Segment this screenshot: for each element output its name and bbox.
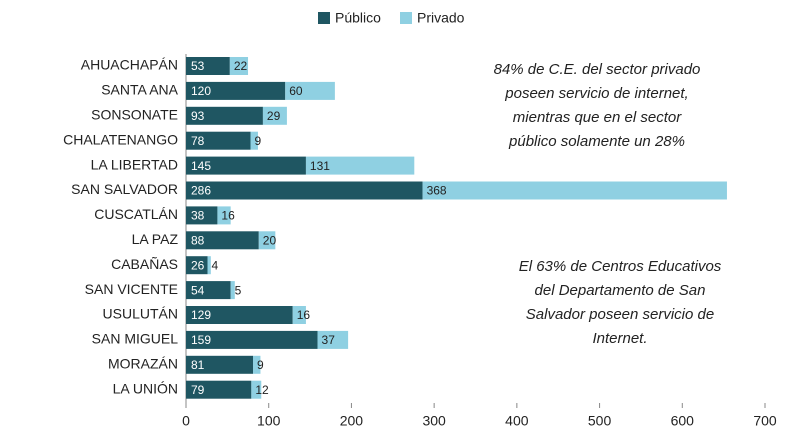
data-label: 29 (267, 109, 281, 123)
data-label: 26 (191, 258, 205, 272)
bar-segment (186, 106, 263, 125)
annotation: Internet. (592, 330, 647, 347)
bar-segment (422, 181, 727, 200)
data-label: 9 (255, 134, 262, 148)
bar-segment (252, 355, 261, 374)
bar-segment (186, 380, 252, 399)
data-label: 12 (255, 383, 269, 397)
x-tick-label: 700 (753, 413, 777, 429)
bar-segment (251, 380, 262, 399)
data-label: 286 (191, 184, 211, 198)
legend-swatch (318, 12, 330, 24)
y-tick-label: CUSCATLÁN (94, 206, 178, 222)
data-label: 120 (191, 84, 211, 98)
data-label: 93 (191, 109, 205, 123)
bar-segment (186, 306, 293, 324)
data-label: 5 (235, 283, 242, 297)
annotation: del Departamento de San (535, 282, 706, 299)
data-label: 79 (191, 383, 205, 397)
y-tick-label: CABAÑAS (111, 256, 178, 272)
bar-segment (285, 81, 335, 100)
data-label: 60 (289, 84, 303, 98)
y-tick-label: CHALATENANGO (63, 131, 178, 147)
bar-segment (229, 57, 249, 75)
x-tick-label: 100 (257, 413, 281, 429)
data-label: 368 (427, 184, 447, 198)
data-label: 4 (212, 258, 219, 272)
bar-segment (186, 206, 218, 225)
bar-segment (230, 281, 235, 300)
data-label: 159 (191, 333, 211, 347)
bar-segment (186, 57, 230, 75)
bar-segment (186, 330, 318, 349)
legend-swatch (400, 12, 412, 24)
data-label: 9 (257, 358, 264, 372)
bar-segment (250, 131, 258, 150)
bar-segment (217, 206, 231, 225)
bar-segment (292, 306, 306, 324)
data-label: 16 (297, 308, 311, 322)
data-label: 16 (221, 209, 235, 223)
y-tick-label: LA PAZ (132, 231, 179, 247)
x-tick-label: 0 (182, 413, 190, 429)
annotation: poseen servicio de internet, (504, 85, 688, 102)
data-label: 88 (191, 233, 205, 247)
bar-segment (186, 355, 253, 374)
data-label: 38 (191, 209, 205, 223)
bar-segment (186, 256, 208, 275)
y-tick-label: SAN VICENTE (85, 281, 178, 297)
y-tick-label: SAN MIGUEL (92, 331, 179, 347)
bar-segment (186, 181, 423, 200)
y-tick-label: SAN SALVADOR (71, 181, 178, 197)
bar-segment (258, 231, 276, 250)
data-label: 129 (191, 308, 211, 322)
data-label: 145 (191, 159, 211, 173)
data-label: 54 (191, 283, 205, 297)
data-label: 20 (263, 233, 277, 247)
annotation: El 63% de Centros Educativos (519, 258, 722, 275)
x-tick-label: 600 (671, 413, 695, 429)
x-tick-label: 200 (340, 413, 364, 429)
annotation: mientras que en el sector (513, 109, 682, 126)
y-tick-label: SANTA ANA (101, 82, 178, 98)
y-tick-label: MORAZÁN (108, 356, 178, 372)
data-label: 78 (191, 134, 205, 148)
x-tick-label: 300 (422, 413, 446, 429)
bar-segment (317, 330, 349, 349)
bar-segment (186, 81, 286, 100)
bar-segment (186, 231, 259, 250)
annotation: 84% de C.E. del sector privado (494, 61, 701, 78)
x-tick-label: 400 (505, 413, 529, 429)
annotation: público solamente un 28% (508, 133, 685, 150)
data-label: 37 (322, 333, 336, 347)
bar-segment (186, 281, 231, 300)
bar-segment (186, 131, 251, 150)
data-label: 81 (191, 358, 205, 372)
legend-label: Privado (417, 10, 465, 26)
data-label: 53 (191, 59, 205, 73)
data-label: 131 (310, 159, 330, 173)
annotation: Salvador poseen servicio de (526, 306, 714, 323)
y-tick-label: SONSONATE (91, 107, 178, 123)
bar-segment (262, 106, 287, 125)
bar-segment (207, 256, 211, 275)
y-tick-label: LA UNIÓN (113, 380, 178, 396)
legend-label: Público (335, 10, 381, 26)
y-tick-label: AHUACHAPÁN (81, 57, 178, 73)
bar-segment (186, 156, 306, 175)
y-tick-label: LA LIBERTAD (91, 156, 178, 172)
data-label: 22 (234, 59, 248, 73)
x-tick-label: 500 (588, 413, 612, 429)
bar-segment (305, 156, 415, 175)
y-tick-label: USULUTÁN (103, 306, 178, 322)
